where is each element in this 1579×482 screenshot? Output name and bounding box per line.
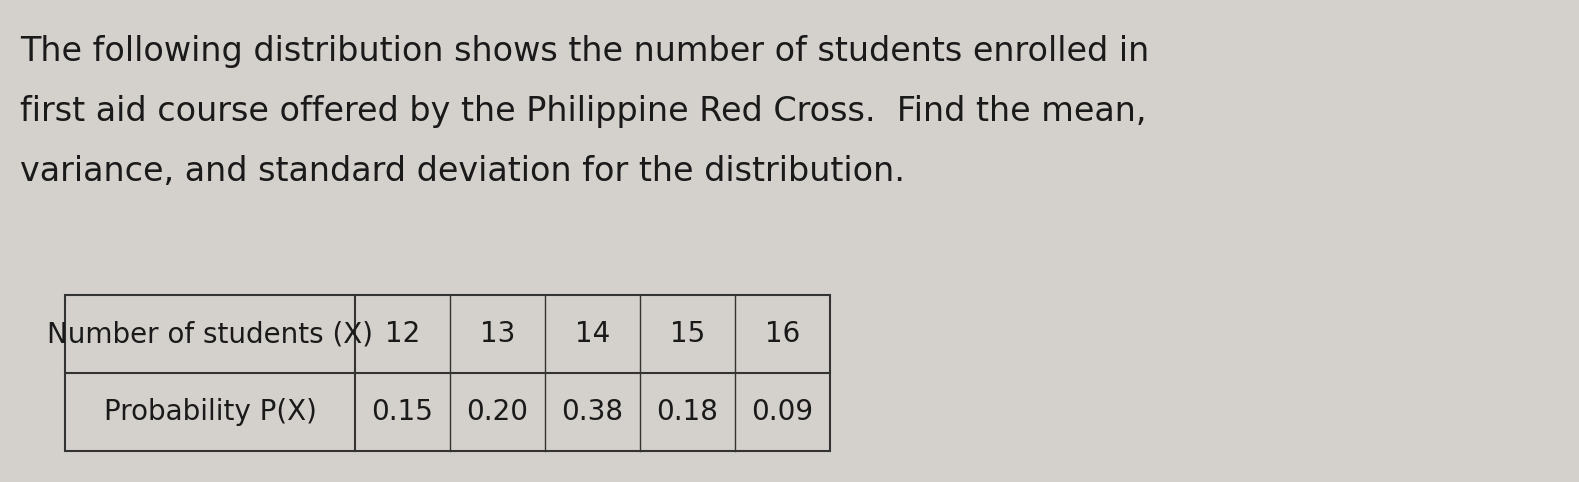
Bar [65,295,831,451]
Text: 14: 14 [575,320,609,348]
Text: variance, and standard deviation for the distribution.: variance, and standard deviation for the… [21,155,905,188]
Text: 13: 13 [480,320,515,348]
Text: 0.09: 0.09 [752,398,813,426]
Text: Probability P(X): Probability P(X) [104,398,316,426]
Text: The following distribution shows the number of students enrolled in: The following distribution shows the num… [21,35,1150,68]
Text: 0.15: 0.15 [371,398,434,426]
Text: first aid course offered by the Philippine Red Cross.  Find the mean,: first aid course offered by the Philippi… [21,95,1146,128]
Text: 0.18: 0.18 [657,398,718,426]
Text: 12: 12 [385,320,420,348]
Text: Number of students (X): Number of students (X) [47,320,373,348]
Text: 0.38: 0.38 [562,398,624,426]
Text: 0.20: 0.20 [466,398,529,426]
Text: 16: 16 [764,320,801,348]
Text: 15: 15 [669,320,706,348]
